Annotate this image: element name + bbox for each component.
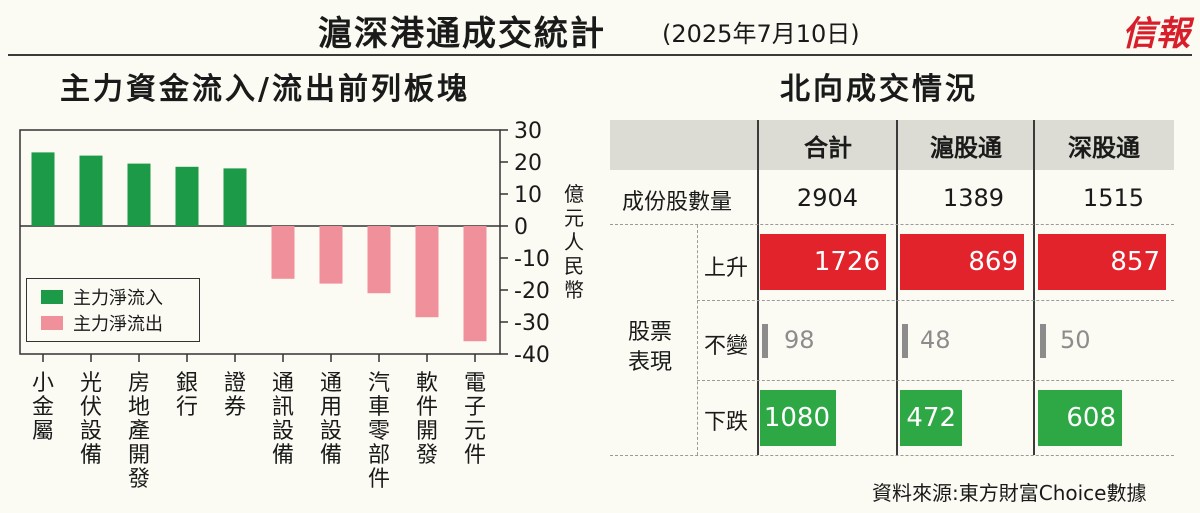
category-label: 軟件開發 [416, 371, 438, 468]
category-label: 通用設備 [320, 371, 342, 468]
down-bar-shanghai: 472 [900, 390, 962, 446]
row-label-up: 上升 [704, 256, 749, 281]
legend-item-inflow: 主力淨流入 [41, 285, 163, 309]
total-count-shenzhen: 1515 [1082, 184, 1144, 212]
source-note: 資料來源:東方財富Choice數據 [872, 481, 1147, 505]
title-bar: 滬深港通成交統計 (2025年7月10日) 信報 [0, 0, 1200, 54]
category-label: 證券 [224, 371, 246, 420]
page-title: 滬深港通成交統計 [318, 14, 606, 54]
title-divider [8, 54, 1192, 56]
legend-label-outflow: 主力淨流出 [73, 314, 163, 335]
group-label-line1: 股票 [628, 320, 673, 345]
down-bar-total: 1080 [760, 390, 836, 446]
flat-marker-shenzhen [1040, 324, 1046, 358]
category-label: 通訊設備 [272, 371, 294, 468]
legend-item-outflow: 主力淨流出 [41, 311, 163, 335]
total-count-shanghai: 1389 [942, 184, 1004, 212]
y-tick-label: -40 [514, 343, 550, 368]
inflow-bar [223, 168, 247, 226]
row-label-down: 下跌 [704, 410, 749, 435]
outflow-bar [367, 226, 391, 294]
flat-value-total: 98 [784, 326, 815, 354]
category-label: 小金屬 [32, 371, 54, 444]
y-tick-label: -20 [514, 279, 550, 304]
outflow-bar [463, 226, 487, 342]
column-header-shanghai: 滬股通 [930, 133, 1002, 162]
down-value-total: 1080 [763, 403, 830, 433]
chart-legend: 主力淨流入 主力淨流出 [26, 278, 200, 342]
category-label: 汽車零部件 [368, 371, 390, 492]
y-axis-unit: 億元人民幣 [564, 182, 584, 302]
table-row-divider [697, 300, 1174, 302]
up-bar-shanghai: 869 [900, 234, 1024, 290]
down-value-shanghai: 472 [906, 403, 956, 433]
legend-swatch-inflow [41, 290, 63, 304]
down-bar-shenzhen: 608 [1038, 390, 1122, 446]
column-header-shenzhen: 深股通 [1068, 133, 1140, 162]
y-tick-label: 10 [514, 183, 542, 208]
table-vline-dashed [697, 225, 698, 455]
up-value-shanghai: 869 [968, 247, 1018, 277]
down-value-shenzhen: 608 [1066, 403, 1116, 433]
right-panel-title: 北向成交情況 [780, 72, 978, 107]
flat-marker-shanghai [902, 324, 908, 358]
category-label: 房地產開發 [128, 371, 150, 492]
plot-frame [19, 129, 501, 355]
up-bar-shenzhen: 857 [1038, 234, 1166, 290]
row-label-constituents: 成份股數量 [622, 190, 733, 215]
up-bar-total: 1726 [760, 234, 886, 290]
outflow-bar [271, 226, 295, 279]
outflow-bar [319, 226, 343, 284]
legend-label-inflow: 主力淨流入 [73, 288, 163, 309]
table-header-band [610, 120, 1174, 170]
up-value-total: 1726 [813, 247, 880, 277]
y-tick-label: 30 [514, 119, 542, 144]
inflow-bar [175, 166, 199, 226]
y-tick-label: -30 [514, 311, 550, 336]
inflow-bar [127, 163, 151, 226]
up-value-shenzhen: 857 [1110, 247, 1160, 277]
table-vline [1033, 120, 1035, 455]
category-label: 電子元件 [464, 371, 486, 468]
total-count-all: 2904 [796, 184, 858, 212]
inflow-bar [79, 155, 103, 226]
left-panel-title: 主力資金流入/流出前列板塊 [60, 72, 470, 107]
table-row-divider [610, 455, 1174, 457]
y-tick-label: 0 [514, 215, 528, 240]
category-label: 銀行 [176, 371, 198, 420]
flat-marker-total [762, 324, 768, 358]
category-label: 光伏設備 [80, 371, 102, 468]
table-row-divider [697, 380, 1174, 382]
inflow-bar [31, 152, 55, 226]
column-header-total: 合計 [804, 133, 852, 162]
group-label-line2: 表現 [628, 350, 673, 375]
brand-logo: 信報 [1122, 14, 1190, 54]
outflow-bar [415, 226, 439, 318]
row-label-flat: 不變 [704, 334, 749, 359]
y-tick-label: -10 [514, 247, 550, 272]
title-date: (2025年7月10日) [662, 20, 860, 48]
legend-swatch-outflow [41, 316, 63, 330]
y-tick-label: 20 [514, 151, 542, 176]
flat-value-shenzhen: 50 [1060, 326, 1091, 354]
table-vline [896, 120, 898, 455]
table-vline [757, 120, 759, 455]
flat-value-shanghai: 48 [920, 326, 951, 354]
table-row-divider [610, 224, 1174, 226]
